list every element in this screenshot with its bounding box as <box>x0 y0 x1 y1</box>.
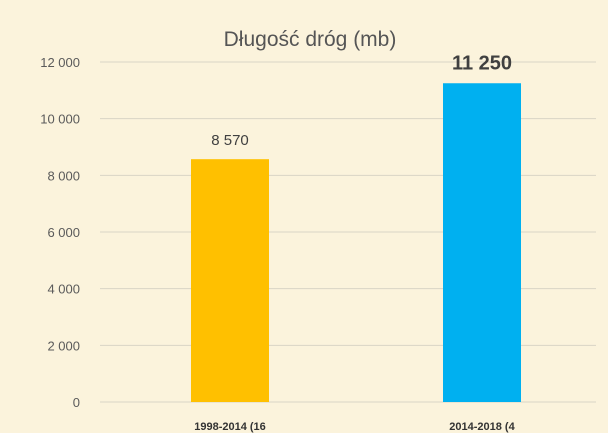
data-label: 11 250 <box>452 52 512 74</box>
y-axis-tick-labels: 0 2 000 4 000 6 000 8 000 10 000 12 000 <box>40 55 80 410</box>
category-labels: 1998-2014 (16 2014-2018 (4 <box>194 421 515 433</box>
bars <box>191 83 521 402</box>
y-tick-label: 10 000 <box>40 112 80 127</box>
y-tick-label: 6 000 <box>47 225 80 240</box>
data-label: 8 570 <box>211 132 249 149</box>
category-label: 2014-2018 (4 <box>449 421 515 433</box>
y-tick-label: 0 <box>73 395 80 410</box>
y-tick-label: 8 000 <box>47 168 80 183</box>
chart-title: Długość dróg (mb) <box>224 28 397 51</box>
bar <box>443 83 521 402</box>
y-gridlines <box>100 61 596 403</box>
data-labels: 8 570 11 250 <box>211 52 512 149</box>
y-tick-label: 12 000 <box>40 55 80 70</box>
category-label: 1998-2014 (16 <box>194 421 266 433</box>
y-tick-label: 2 000 <box>47 338 80 353</box>
bar <box>191 159 269 402</box>
y-tick-label: 4 000 <box>47 282 80 297</box>
